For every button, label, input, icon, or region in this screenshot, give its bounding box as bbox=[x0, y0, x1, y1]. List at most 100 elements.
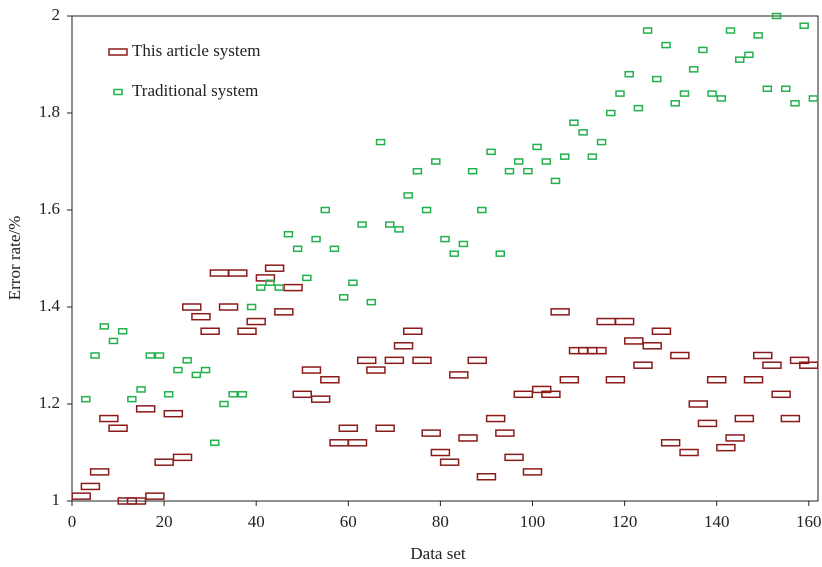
point bbox=[80, 482, 101, 491]
point bbox=[264, 264, 285, 272]
point bbox=[642, 27, 653, 34]
x-tick-label: 60 bbox=[340, 512, 357, 531]
point bbox=[716, 95, 727, 102]
point bbox=[495, 429, 515, 437]
point bbox=[716, 443, 736, 452]
point bbox=[578, 129, 588, 136]
x-tick-label: 120 bbox=[612, 512, 638, 531]
point bbox=[302, 274, 312, 282]
point bbox=[661, 41, 671, 49]
y-tick-label: 1 bbox=[52, 490, 61, 509]
x-tick-label: 100 bbox=[520, 512, 546, 531]
point bbox=[670, 351, 690, 360]
y-tick-label: 1.6 bbox=[39, 199, 60, 218]
point bbox=[449, 250, 459, 257]
point bbox=[403, 327, 423, 335]
point bbox=[191, 371, 202, 379]
point bbox=[799, 22, 809, 29]
point bbox=[596, 317, 616, 326]
point bbox=[781, 85, 791, 92]
point bbox=[624, 70, 634, 78]
point bbox=[725, 27, 736, 34]
point bbox=[587, 153, 598, 160]
point bbox=[541, 158, 552, 165]
point bbox=[569, 119, 579, 126]
point bbox=[375, 138, 386, 146]
point bbox=[523, 167, 533, 175]
point bbox=[338, 294, 349, 301]
point bbox=[348, 279, 358, 286]
point bbox=[458, 434, 478, 442]
point bbox=[90, 352, 100, 359]
point bbox=[799, 361, 819, 369]
point bbox=[753, 32, 763, 39]
point bbox=[614, 317, 635, 326]
point bbox=[384, 221, 395, 228]
y-tick-label: 1.8 bbox=[39, 102, 60, 121]
plot-frame bbox=[71, 15, 819, 502]
point bbox=[771, 390, 791, 399]
y-tick-label: 1.4 bbox=[39, 296, 61, 315]
legend-marker bbox=[108, 48, 128, 56]
point bbox=[467, 356, 487, 365]
point bbox=[504, 167, 515, 175]
point bbox=[412, 356, 432, 365]
point bbox=[117, 328, 128, 335]
point bbox=[182, 357, 192, 364]
x-tick-label: 160 bbox=[796, 512, 822, 531]
point bbox=[495, 250, 506, 257]
point bbox=[163, 391, 174, 398]
point bbox=[532, 143, 542, 151]
point bbox=[596, 138, 607, 146]
point bbox=[734, 414, 755, 423]
point bbox=[440, 235, 450, 243]
point bbox=[237, 391, 248, 398]
point bbox=[744, 51, 754, 59]
point bbox=[605, 376, 626, 384]
x-tick-label: 0 bbox=[68, 512, 77, 531]
point bbox=[163, 409, 184, 418]
point bbox=[550, 308, 570, 316]
point bbox=[394, 226, 404, 233]
legend-label: This article system bbox=[132, 41, 260, 60]
x-tick-label: 40 bbox=[248, 512, 265, 531]
point bbox=[173, 366, 183, 374]
point bbox=[228, 391, 238, 398]
point bbox=[99, 414, 119, 423]
point bbox=[762, 85, 773, 92]
point bbox=[467, 167, 478, 175]
point bbox=[476, 473, 497, 481]
point bbox=[706, 376, 727, 384]
point bbox=[780, 414, 801, 423]
point bbox=[790, 100, 800, 107]
point bbox=[347, 439, 368, 447]
point bbox=[633, 361, 653, 369]
point bbox=[256, 284, 266, 291]
point bbox=[624, 337, 644, 345]
point bbox=[154, 458, 174, 466]
point bbox=[81, 395, 91, 403]
point bbox=[550, 177, 561, 185]
x-tick-label: 80 bbox=[432, 512, 449, 531]
point bbox=[541, 390, 561, 399]
point bbox=[522, 468, 543, 476]
point bbox=[698, 46, 708, 54]
point bbox=[366, 366, 386, 374]
point bbox=[126, 497, 147, 505]
point bbox=[615, 90, 625, 97]
point bbox=[357, 221, 367, 228]
point bbox=[707, 90, 717, 97]
point bbox=[320, 206, 331, 214]
point bbox=[246, 303, 257, 311]
point bbox=[283, 231, 294, 238]
point bbox=[356, 356, 377, 365]
point bbox=[559, 376, 580, 384]
point bbox=[513, 390, 534, 399]
point bbox=[403, 192, 413, 199]
point bbox=[743, 376, 764, 384]
point bbox=[145, 352, 156, 359]
point bbox=[89, 468, 110, 476]
point bbox=[642, 342, 662, 350]
point bbox=[587, 346, 607, 355]
